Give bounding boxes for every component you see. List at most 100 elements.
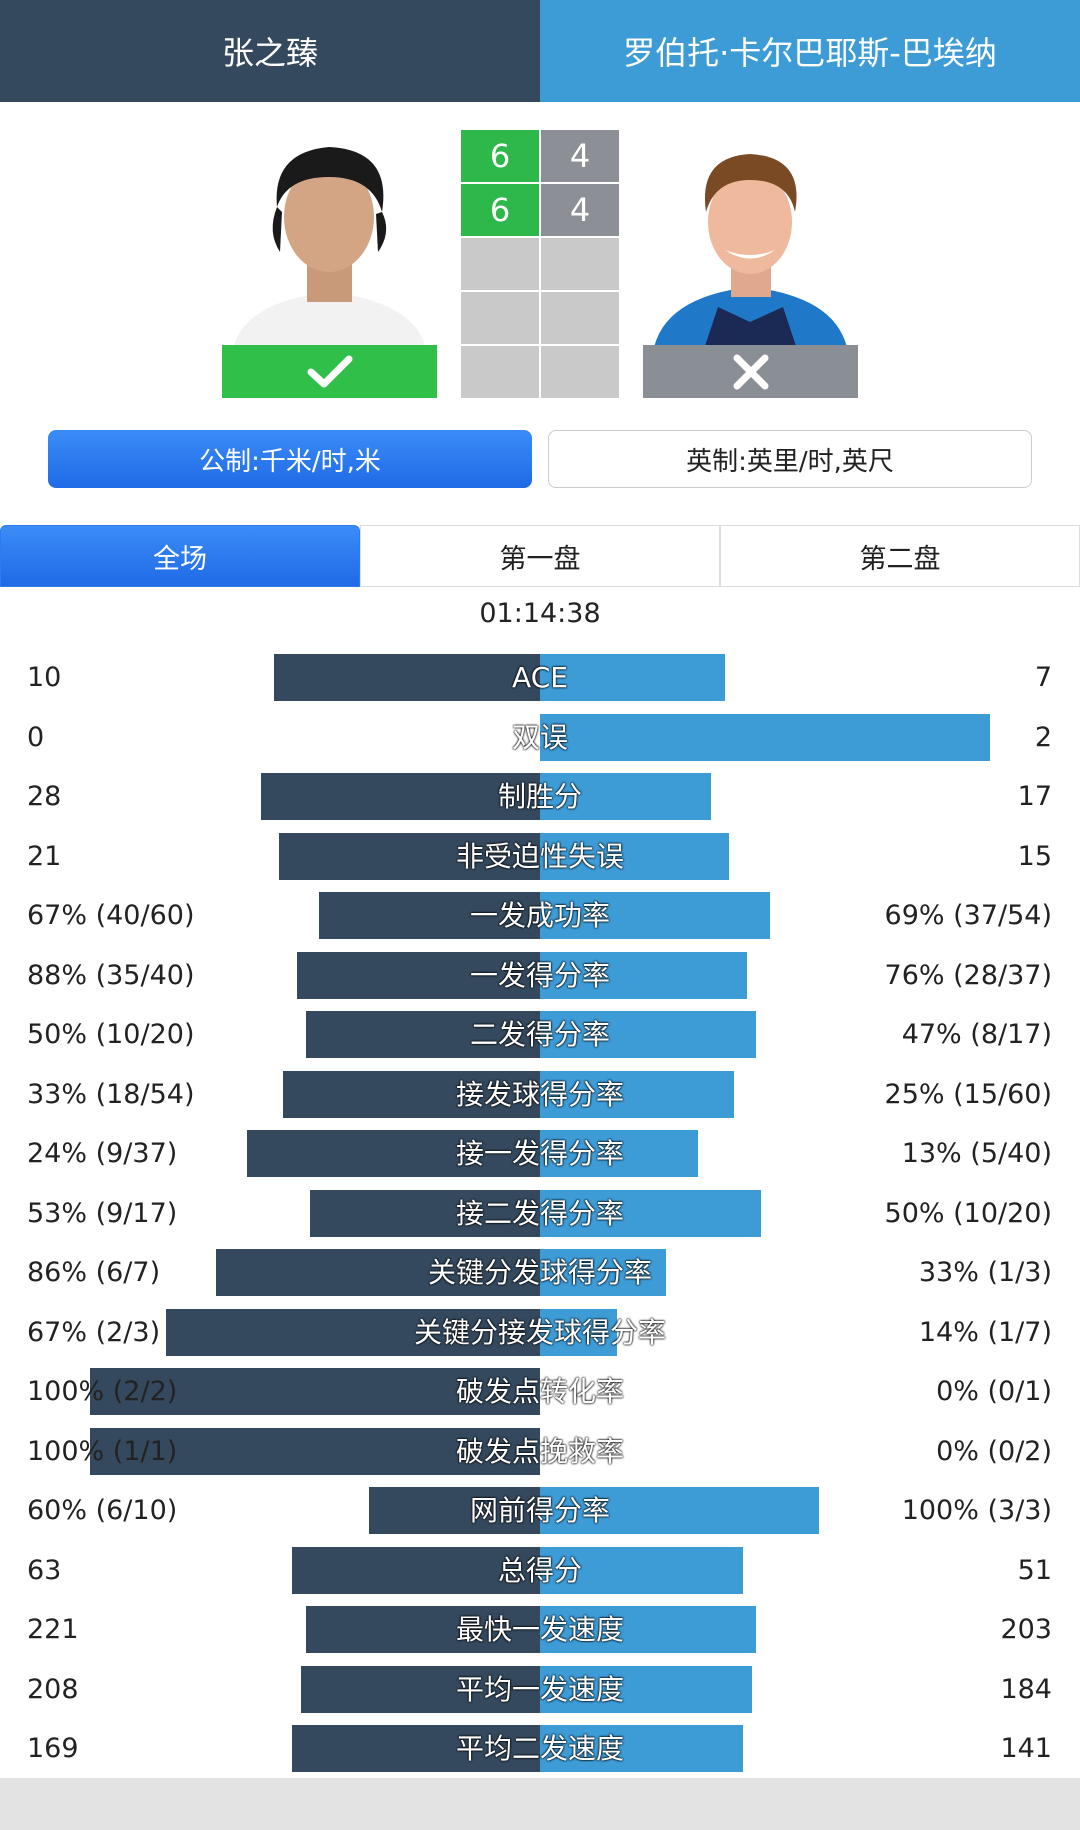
- stat-row: 50% (10/20) 47% (8/17) 二发得分率: [0, 1007, 1080, 1067]
- stat-left-value: 208: [27, 1673, 79, 1705]
- stat-right-value: 15: [1017, 840, 1052, 872]
- stat-row: 21 15 非受迫性失误: [0, 829, 1080, 889]
- stat-label: 接二发得分率: [455, 1196, 624, 1230]
- stat-row: 100% (2/2) 0% (0/1) 破发点转化率: [0, 1364, 1080, 1424]
- stat-right-value: 0% (0/1): [936, 1376, 1052, 1407]
- stat-right-value: 50% (10/20): [884, 1197, 1052, 1229]
- set2-p1-score: 6: [461, 184, 539, 236]
- stat-row: 88% (35/40) 76% (28/37) 一发得分率: [0, 948, 1080, 1008]
- set1-p2-score: 4: [541, 130, 619, 182]
- stat-bar-left: [166, 1308, 540, 1356]
- tab-set-1[interactable]: 第一盘: [360, 525, 720, 587]
- stat-bar-left: [274, 654, 540, 701]
- stat-right-value: 17: [1017, 781, 1052, 812]
- stat-right-value: 2: [1034, 721, 1052, 753]
- stat-row: 67% (40/60) 69% (37/54) 一发成功率: [0, 888, 1080, 948]
- stat-right-value: 25% (15/60): [884, 1078, 1052, 1110]
- stat-left-value: 100% (2/2): [27, 1376, 178, 1407]
- stat-left-value: 86% (6/7): [27, 1257, 161, 1288]
- stat-row: 28 17 制胜分: [0, 769, 1080, 829]
- stat-left-value: 0: [27, 721, 45, 753]
- stat-bar-left: [261, 773, 540, 820]
- stat-bar-right: [540, 713, 990, 761]
- stat-bar-left: [306, 1606, 540, 1653]
- stat-bar-right: [540, 1725, 743, 1772]
- stat-bar-right: [540, 951, 747, 999]
- stat-row: 24% (9/37) 13% (5/40) 接一发得分率: [0, 1126, 1080, 1186]
- stat-right-value: 76% (28/37): [884, 959, 1052, 991]
- set3-p2-score: [541, 238, 619, 290]
- stat-label: 一发得分率: [469, 958, 610, 992]
- set4-score-row: [461, 292, 621, 344]
- set4-p1-score: [461, 292, 539, 344]
- stat-bar-right: [540, 1189, 761, 1237]
- set3-p1-score: [461, 238, 539, 290]
- stat-right-value: 51: [1017, 1554, 1052, 1586]
- stat-label: 一发成功率: [469, 899, 610, 932]
- stat-row: 221 203 最快一发速度: [0, 1602, 1080, 1662]
- imperial-units-button[interactable]: 英制:英里/时,英尺: [548, 430, 1032, 488]
- stat-row: 86% (6/7) 33% (1/3) 关键分发球得分率: [0, 1245, 1080, 1305]
- stat-left-value: 60% (6/10): [27, 1495, 178, 1526]
- stat-label: 二发得分率: [469, 1018, 610, 1051]
- stat-bar-right: [540, 1130, 698, 1177]
- stat-bar-left: [90, 1427, 540, 1475]
- stat-left-value: 88% (35/40): [27, 959, 195, 991]
- stat-bar-right: [540, 1546, 743, 1594]
- stat-left-value: 169: [27, 1733, 79, 1764]
- stat-left-value: 33% (18/54): [27, 1078, 195, 1110]
- set2-score-row: 6 4: [461, 184, 621, 236]
- set-tabs: 全场 第一盘 第二盘: [0, 525, 1080, 587]
- player1-name[interactable]: 张之臻: [0, 0, 540, 102]
- stat-label: 总得分: [497, 1553, 582, 1587]
- stat-row: 0 2 双误: [0, 710, 1080, 770]
- player2-name[interactable]: 罗伯托·卡尔巴耶斯-巴埃纳: [540, 0, 1080, 102]
- tab-set-2[interactable]: 第二盘: [720, 525, 1080, 587]
- stat-row: 169 141 平均二发速度: [0, 1721, 1080, 1781]
- stat-bar-left: [283, 1070, 540, 1118]
- stat-row: 60% (6/10) 100% (3/3) 网前得分率: [0, 1483, 1080, 1543]
- stat-left-value: 100% (1/1): [27, 1435, 178, 1467]
- check-icon: [307, 355, 352, 387]
- stat-bar-right: [540, 1606, 756, 1653]
- stat-right-value: 184: [1000, 1673, 1052, 1705]
- stat-bar-right: [540, 1249, 666, 1296]
- winner-badge: [222, 345, 437, 398]
- stat-left-value: 221: [27, 1614, 79, 1645]
- stat-row: 10 7 ACE: [0, 650, 1080, 710]
- loser-badge: [643, 345, 858, 398]
- stat-left-value: 67% (2/3): [27, 1316, 161, 1348]
- stat-bar-right: [540, 1070, 734, 1118]
- set1-p1-score: 6: [461, 130, 539, 182]
- set1-score-row: 6 4: [461, 130, 621, 182]
- tab-full-match[interactable]: 全场: [0, 525, 360, 587]
- metric-units-button[interactable]: 公制:千米/时,米: [48, 430, 532, 488]
- stat-right-value: 33% (1/3): [918, 1257, 1052, 1288]
- stat-bar-right: [540, 1011, 756, 1058]
- stat-label: 破发点转化率: [455, 1375, 624, 1408]
- set2-p2-score: 4: [541, 184, 619, 236]
- stat-label: ACE: [512, 661, 568, 694]
- stat-left-value: 10: [27, 662, 62, 693]
- stat-bar-right: [540, 1665, 752, 1713]
- stat-label: 最快一发速度: [455, 1613, 624, 1646]
- stat-bar-left: [297, 951, 540, 999]
- stat-bar-left: [247, 1130, 540, 1177]
- stat-left-value: 67% (40/60): [27, 900, 195, 931]
- stat-bar-left: [292, 1725, 540, 1772]
- stat-left-value: 24% (9/37): [27, 1138, 178, 1169]
- stats-table: 10 7 ACE 0 2 双误 28 17 制胜分 21 15 非受迫性失误 67% (40/60) 69…: [0, 650, 1080, 1781]
- stat-left-value: 21: [27, 840, 62, 872]
- set4-p2-score: [541, 292, 619, 344]
- stat-bar-right: [540, 832, 729, 880]
- set5-p1-score: [461, 346, 539, 398]
- stat-bar-right: [540, 1308, 617, 1356]
- stat-label: 接发球得分率: [455, 1077, 624, 1111]
- bottom-strip: [0, 1778, 1080, 1830]
- stat-right-value: 0% (0/2): [936, 1435, 1052, 1467]
- stat-left-value: 28: [27, 781, 62, 812]
- stat-bar-right: [540, 1487, 819, 1534]
- stat-label: 制胜分: [497, 780, 582, 813]
- set5-score-row: [461, 346, 621, 398]
- match-header: 张之臻 罗伯托·卡尔巴耶斯-巴埃纳: [0, 0, 1080, 102]
